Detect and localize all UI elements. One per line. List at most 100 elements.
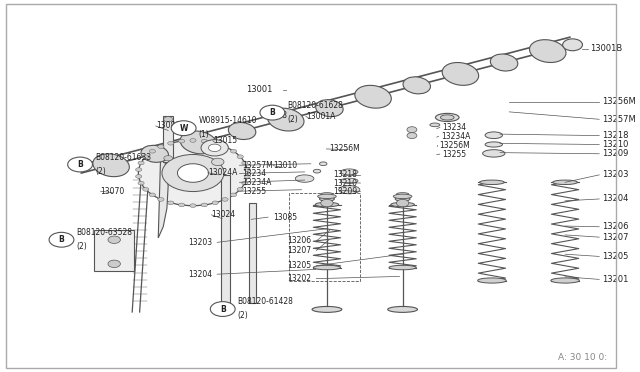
Circle shape — [211, 302, 235, 317]
Text: 13256M: 13256M — [439, 141, 470, 150]
Circle shape — [212, 158, 224, 166]
Text: 13207: 13207 — [602, 232, 628, 242]
Polygon shape — [249, 203, 256, 303]
Ellipse shape — [228, 122, 256, 140]
Text: 13234A: 13234A — [243, 178, 272, 187]
Ellipse shape — [388, 307, 417, 312]
Text: 13015: 13015 — [213, 136, 237, 145]
Ellipse shape — [442, 62, 479, 85]
Polygon shape — [93, 231, 134, 271]
Text: B08120-61428: B08120-61428 — [237, 297, 294, 306]
Polygon shape — [221, 175, 230, 307]
Text: 13205: 13205 — [602, 252, 628, 261]
Ellipse shape — [396, 193, 409, 196]
Circle shape — [179, 139, 185, 143]
Ellipse shape — [317, 194, 336, 199]
Text: 13206: 13206 — [602, 222, 628, 231]
Text: 13209: 13209 — [333, 187, 357, 196]
Circle shape — [244, 168, 250, 171]
Ellipse shape — [268, 108, 304, 131]
Text: 13207: 13207 — [287, 246, 312, 255]
Text: 13203: 13203 — [602, 170, 628, 179]
Text: 13024: 13024 — [212, 211, 236, 219]
Ellipse shape — [339, 186, 360, 194]
Text: 13028: 13028 — [264, 111, 287, 120]
Ellipse shape — [389, 265, 416, 270]
Ellipse shape — [314, 265, 340, 270]
Ellipse shape — [477, 278, 506, 283]
Text: A: 30 10 0:: A: 30 10 0: — [558, 353, 607, 362]
Ellipse shape — [551, 278, 579, 283]
Circle shape — [260, 105, 285, 120]
Text: 13070: 13070 — [100, 187, 125, 196]
Text: 13210: 13210 — [333, 179, 357, 187]
Circle shape — [149, 149, 156, 153]
Circle shape — [49, 232, 74, 247]
Circle shape — [244, 174, 250, 178]
Circle shape — [396, 199, 409, 207]
Circle shape — [407, 127, 417, 133]
Circle shape — [136, 174, 142, 178]
Circle shape — [158, 145, 164, 148]
Text: B08120-61633: B08120-61633 — [95, 153, 151, 161]
Text: 13086: 13086 — [156, 122, 180, 131]
Circle shape — [212, 141, 218, 145]
Circle shape — [230, 193, 237, 197]
Text: 13001B: 13001B — [591, 44, 623, 53]
Circle shape — [158, 198, 164, 201]
Ellipse shape — [435, 113, 459, 122]
Circle shape — [230, 149, 237, 153]
Ellipse shape — [314, 169, 321, 173]
Text: 13210: 13210 — [602, 140, 628, 149]
Text: 13204: 13204 — [602, 195, 628, 203]
Circle shape — [209, 144, 221, 151]
Ellipse shape — [93, 154, 129, 177]
Ellipse shape — [485, 132, 502, 138]
Circle shape — [190, 138, 196, 142]
Circle shape — [162, 154, 224, 192]
Ellipse shape — [340, 178, 358, 183]
Text: B: B — [59, 235, 65, 244]
Circle shape — [242, 161, 248, 165]
Ellipse shape — [315, 202, 339, 207]
Circle shape — [108, 260, 120, 267]
Text: 13218: 13218 — [602, 131, 628, 140]
Text: B08120-61628: B08120-61628 — [287, 101, 343, 110]
Circle shape — [201, 140, 228, 156]
Ellipse shape — [312, 307, 342, 312]
Ellipse shape — [340, 169, 358, 175]
Text: 13256M: 13256M — [602, 97, 636, 106]
Ellipse shape — [553, 180, 577, 185]
Circle shape — [172, 121, 196, 136]
Circle shape — [201, 203, 207, 207]
Circle shape — [201, 139, 207, 143]
Text: 13255: 13255 — [243, 187, 267, 196]
Text: B: B — [77, 160, 83, 169]
Circle shape — [212, 201, 218, 205]
Ellipse shape — [395, 197, 410, 201]
Ellipse shape — [430, 123, 440, 127]
Circle shape — [108, 236, 120, 243]
Text: 13209: 13209 — [602, 149, 628, 158]
Text: 13206: 13206 — [287, 236, 312, 246]
Text: W: W — [179, 124, 188, 133]
Circle shape — [168, 141, 174, 145]
Text: 13010: 13010 — [273, 161, 297, 170]
Text: 13001: 13001 — [246, 85, 272, 94]
Circle shape — [407, 133, 417, 138]
Text: 13204: 13204 — [188, 270, 212, 279]
Circle shape — [164, 117, 173, 122]
Text: B: B — [269, 108, 275, 117]
Circle shape — [563, 39, 582, 51]
Polygon shape — [158, 153, 168, 238]
Text: 13024A: 13024A — [208, 168, 237, 177]
Text: (2): (2) — [237, 311, 248, 320]
Text: 13201: 13201 — [602, 275, 628, 284]
Ellipse shape — [319, 162, 327, 166]
Circle shape — [68, 157, 93, 172]
Ellipse shape — [295, 175, 314, 182]
Circle shape — [321, 199, 333, 207]
Text: B08120-63528: B08120-63528 — [76, 228, 132, 237]
Circle shape — [143, 187, 149, 191]
Text: (2): (2) — [287, 115, 298, 124]
